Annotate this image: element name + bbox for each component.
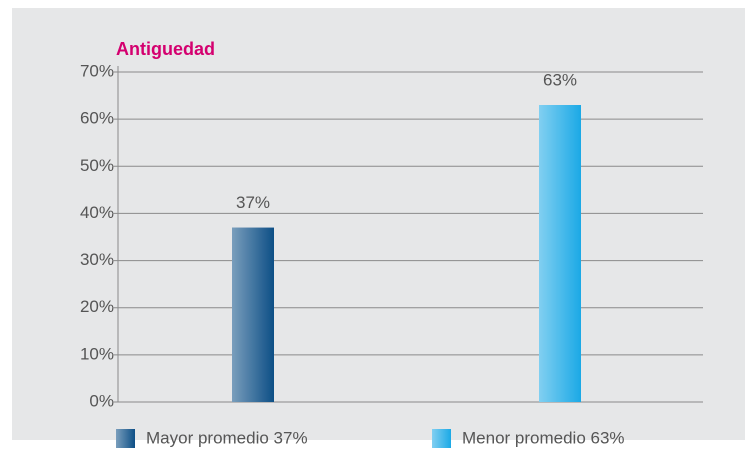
y-tick-label: 40% bbox=[80, 203, 114, 222]
y-tick-label: 10% bbox=[80, 344, 114, 363]
bar-shine bbox=[232, 227, 274, 402]
data-label: 63% bbox=[543, 70, 577, 89]
legend-label: Mayor promedio 37% bbox=[146, 428, 308, 447]
legend-swatch-shine bbox=[432, 429, 451, 448]
y-tick-label: 70% bbox=[80, 61, 114, 80]
y-tick-label: 0% bbox=[89, 391, 114, 410]
y-tick-label: 20% bbox=[80, 297, 114, 316]
data-label: 37% bbox=[236, 193, 270, 212]
legend-swatch-shine bbox=[116, 429, 135, 448]
panel bbox=[12, 8, 745, 440]
y-tick-label: 30% bbox=[80, 250, 114, 269]
y-tick-label: 50% bbox=[80, 156, 114, 175]
y-tick-label: 60% bbox=[80, 109, 114, 128]
chart-title: Antiguedad bbox=[116, 39, 215, 59]
legend-label: Menor promedio 63% bbox=[462, 428, 625, 447]
bar-shine bbox=[539, 105, 581, 402]
